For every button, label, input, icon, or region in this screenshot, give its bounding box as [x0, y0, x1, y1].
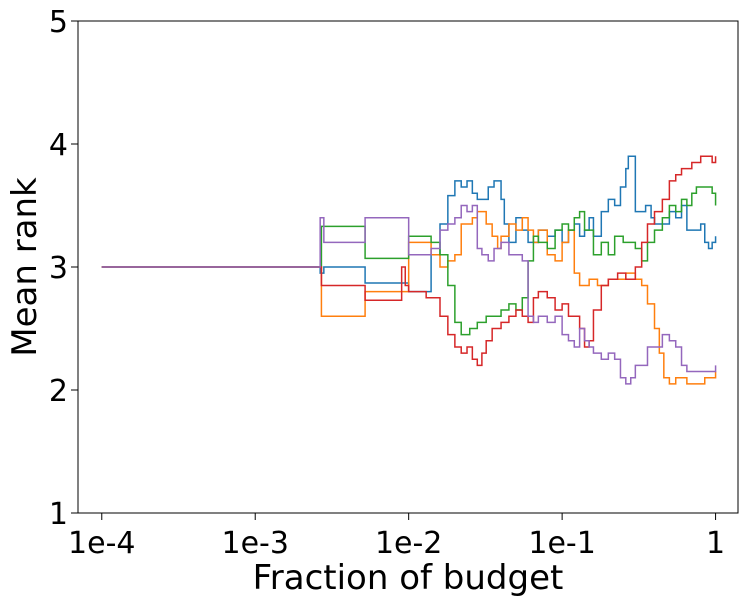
y-tick-label: 4 — [49, 128, 68, 163]
series-line-3 — [101, 186, 717, 336]
x-tick-label: 1 — [706, 526, 725, 561]
y-tick-label: 2 — [49, 374, 68, 409]
x-tick-label: 1e-3 — [221, 526, 288, 561]
series-line-4 — [101, 155, 717, 367]
x-tick-label: 1e-2 — [375, 526, 442, 561]
x-tick-label: 1e-1 — [528, 526, 595, 561]
y-tick-label: 3 — [49, 251, 68, 286]
x-tick-label: 1e-4 — [68, 526, 135, 561]
y-tick-label: 5 — [49, 5, 68, 40]
y-tick-label: 1 — [49, 497, 68, 532]
series-layer — [101, 155, 717, 385]
x-axis-label: Fraction of budget — [253, 558, 564, 598]
x-axis: 1e-4 1e-3 1e-2 1e-1 1 — [68, 513, 725, 561]
y-axis: 1 2 3 4 5 — [49, 5, 78, 532]
y-axis-label: Mean rank — [5, 177, 45, 357]
series-line-5 — [101, 204, 717, 385]
